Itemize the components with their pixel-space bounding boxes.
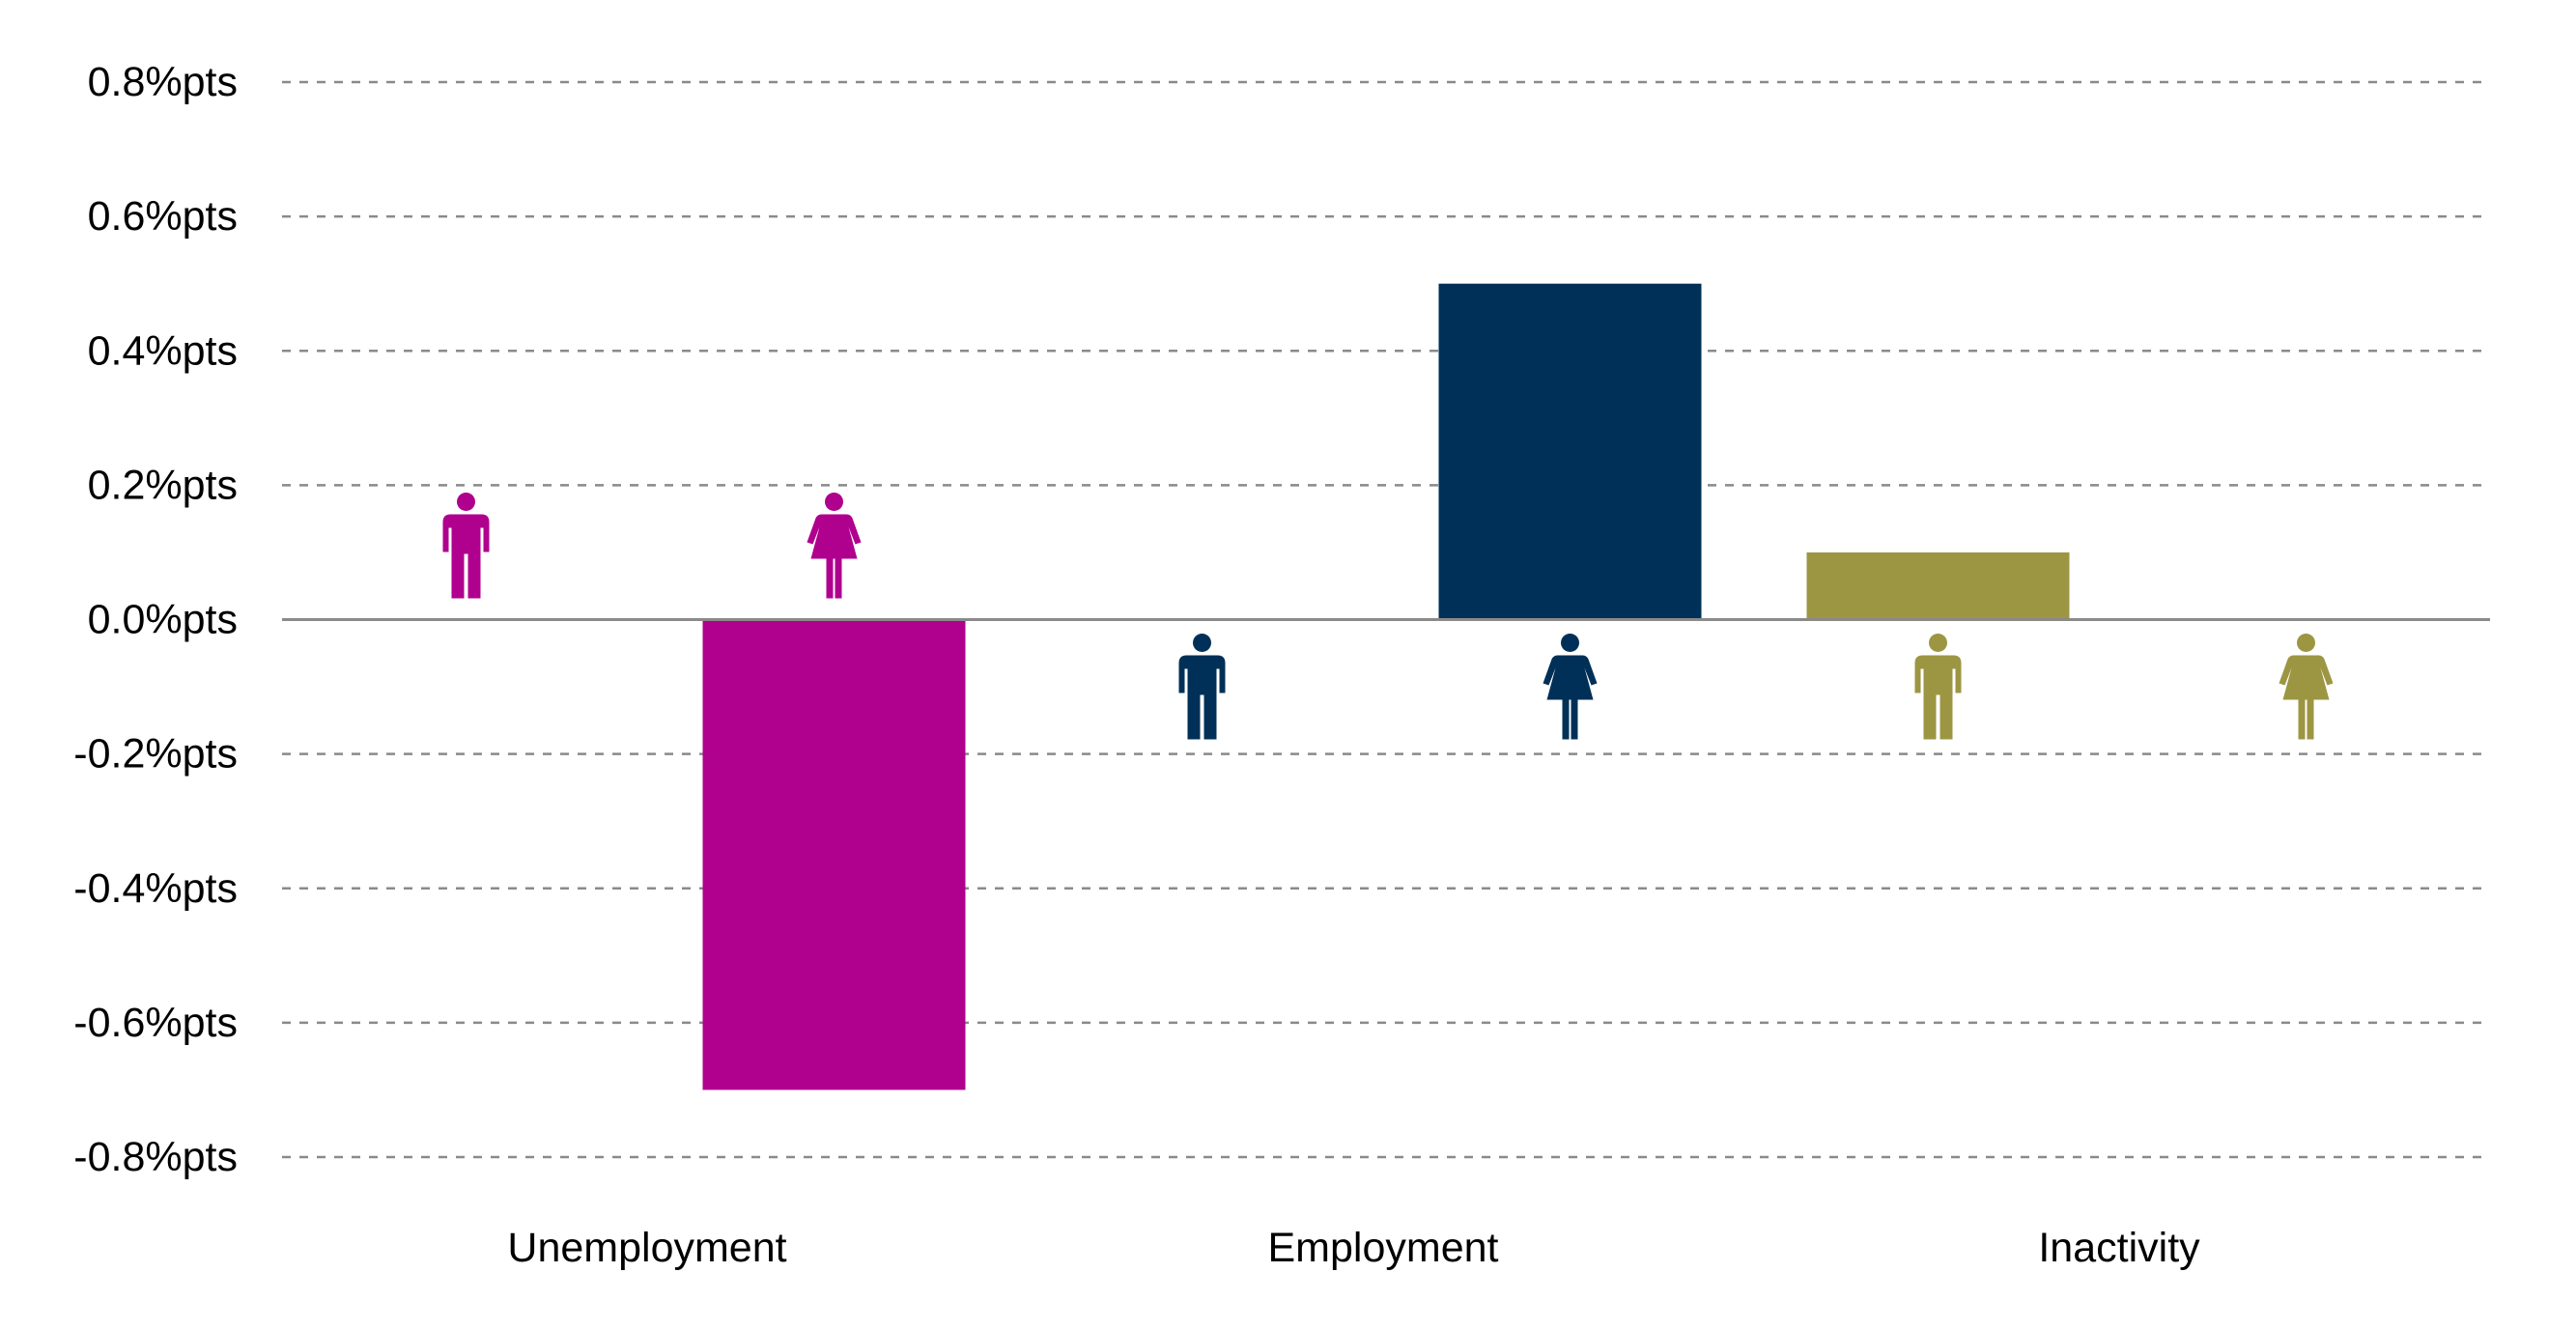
y-tick-label: 0.8%pts (88, 59, 238, 105)
category-label: Employment (1268, 1225, 1499, 1271)
bar-inactivity-male (1806, 551, 2070, 620)
category-label: Unemployment (507, 1225, 786, 1271)
woman-icon (1543, 634, 1598, 740)
y-tick-label: -0.8%pts (73, 1134, 238, 1180)
woman-icon (807, 493, 862, 599)
category-label: Inactivity (2038, 1225, 2200, 1271)
y-tick-label: 0.4%pts (88, 327, 238, 374)
y-tick-label: 0.2%pts (88, 462, 238, 508)
man-icon (1178, 634, 1226, 740)
x-axis-category-labels: Unemployment Employment Inactivity (507, 1225, 2200, 1271)
man-icon (1914, 634, 1962, 740)
man-icon (442, 493, 490, 599)
gridlines (282, 80, 2490, 1159)
y-tick-label: -0.2%pts (73, 731, 238, 778)
y-tick-label: 0.0%pts (88, 597, 238, 643)
y-axis-tick-labels: 0.8%pts 0.6%pts 0.4%pts 0.2%pts 0.0%pts -0.2%… (73, 59, 238, 1180)
bar-unemployment-female (702, 619, 966, 1090)
bars (702, 283, 2070, 1090)
woman-icon (2279, 634, 2334, 740)
y-tick-label: -0.4%pts (73, 865, 238, 912)
y-tick-label: 0.6%pts (88, 193, 238, 240)
bar-employment-female (1438, 283, 1702, 620)
y-tick-label: -0.6%pts (73, 1000, 238, 1046)
person-icons (442, 493, 2334, 740)
